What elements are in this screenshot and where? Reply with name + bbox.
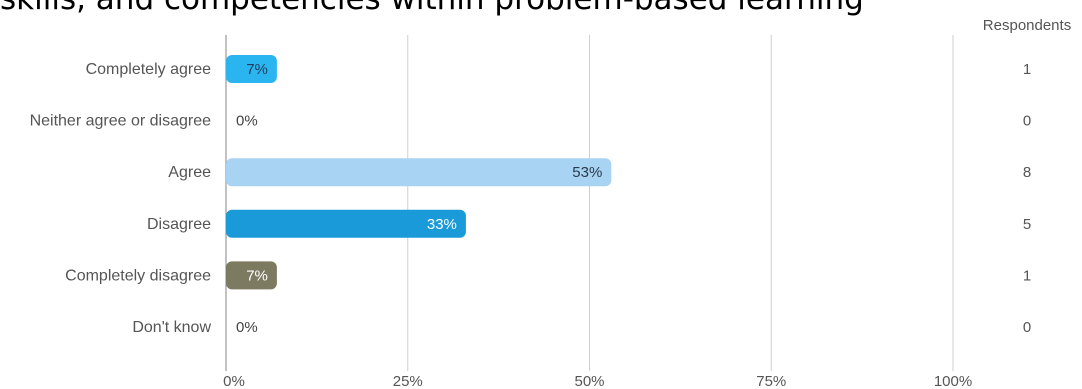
value-label: 33% bbox=[427, 216, 457, 233]
category-label: Agree bbox=[168, 164, 211, 181]
bars-group bbox=[226, 55, 612, 290]
x-tick-label: 75% bbox=[756, 373, 786, 389]
category-label: Disagree bbox=[147, 216, 211, 233]
value-label: 7% bbox=[246, 61, 268, 78]
x-tick-label: 50% bbox=[574, 373, 604, 389]
value-label: 53% bbox=[572, 164, 602, 181]
respondent-count: 1 bbox=[1023, 61, 1031, 78]
x-tick-label: 100% bbox=[934, 373, 972, 389]
respondent-count: 1 bbox=[1023, 267, 1031, 284]
respondent-counts: 1 0 8 5 1 0 bbox=[1023, 61, 1031, 336]
bar bbox=[226, 55, 277, 83]
respondent-count: 5 bbox=[1023, 216, 1031, 233]
respondents-header: Respondents bbox=[983, 17, 1071, 34]
bar bbox=[226, 261, 277, 290]
value-label: 0% bbox=[236, 319, 258, 336]
category-label: Don't know bbox=[132, 319, 211, 336]
respondent-count: 0 bbox=[1023, 113, 1031, 130]
category-label: Neither agree or disagree bbox=[30, 113, 212, 130]
bar bbox=[226, 209, 466, 238]
value-label: 7% bbox=[246, 267, 268, 284]
respondent-count: 8 bbox=[1023, 164, 1031, 181]
x-axis-tick-labels: 0% 25% 50% 75% 100% bbox=[223, 373, 972, 389]
category-label: Completely agree bbox=[86, 61, 212, 78]
x-tick-label: 25% bbox=[393, 373, 423, 389]
bar bbox=[226, 158, 612, 187]
chart-title: skills, and competencies within problem-… bbox=[0, 0, 864, 17]
category-label: Completely disagree bbox=[65, 267, 211, 284]
value-label: 0% bbox=[236, 113, 258, 130]
grid-lines bbox=[225, 35, 954, 371]
x-tick-label: 0% bbox=[223, 373, 245, 389]
respondent-count: 0 bbox=[1023, 319, 1031, 336]
value-labels: 7% 0% 53% 33% 7% 0% bbox=[236, 61, 602, 336]
category-labels: Completely agree Neither agree or disagre… bbox=[30, 61, 212, 336]
